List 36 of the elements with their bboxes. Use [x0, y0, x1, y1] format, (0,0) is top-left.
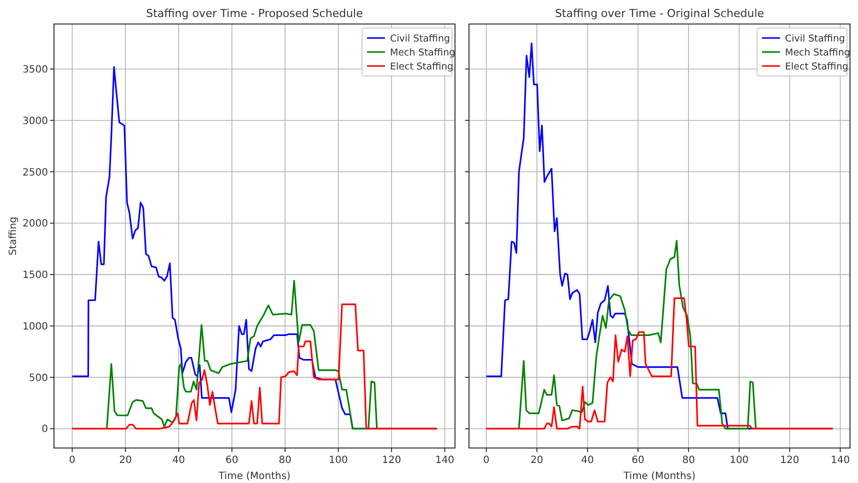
y-tick-label: 3000 [22, 116, 48, 127]
y-tick-label: 1000 [22, 321, 48, 332]
x-tick-label: 140 [435, 455, 454, 466]
x-tick-label: 140 [830, 455, 850, 466]
x-tick-label: 0 [69, 455, 76, 466]
legend-label: Civil Staffing [390, 34, 450, 44]
legend-label: Mech Staffing [785, 48, 850, 58]
chart-title: Staffing over Time - Proposed Schedule [146, 7, 364, 20]
x-tick-label: 60 [226, 455, 238, 466]
y-tick-label: 500 [28, 372, 48, 384]
y-tick-label: 2500 [22, 167, 48, 178]
x-axis-title: Time (Months) [622, 471, 696, 482]
x-axis-title: Time (Months) [217, 471, 291, 482]
x-tick-label: 60 [632, 455, 644, 466]
x-tick-label: 20 [530, 455, 544, 466]
x-tick-label: 120 [382, 455, 402, 466]
x-tick-label: 120 [780, 455, 800, 466]
x-tick-label: 20 [119, 455, 132, 466]
x-tick-label: 0 [483, 455, 490, 466]
x-tick-label: 100 [328, 455, 348, 466]
x-tick-label: 40 [172, 455, 186, 466]
legend-label: Civil Staffing [785, 34, 846, 44]
line-series [71, 304, 438, 430]
y-tick-label: 2000 [22, 218, 48, 230]
x-tick-label: 40 [581, 455, 594, 466]
x-tick-label: 80 [278, 455, 292, 466]
x-tick-label: 80 [682, 455, 695, 466]
x-tick-label: 100 [730, 455, 749, 466]
legend-label: Mech Staffing [390, 48, 456, 58]
chart-title: Staffing over Time - Original Schedule [554, 7, 764, 20]
legend-label: Elect Staffing [390, 62, 454, 72]
y-axis-title: Staffing [8, 216, 19, 256]
y-tick-label: 0 [42, 424, 48, 436]
legend-label: Elect Staffing [785, 62, 848, 72]
y-tick-label: 3500 [22, 64, 48, 76]
y-tick-label: 1500 [22, 270, 48, 282]
